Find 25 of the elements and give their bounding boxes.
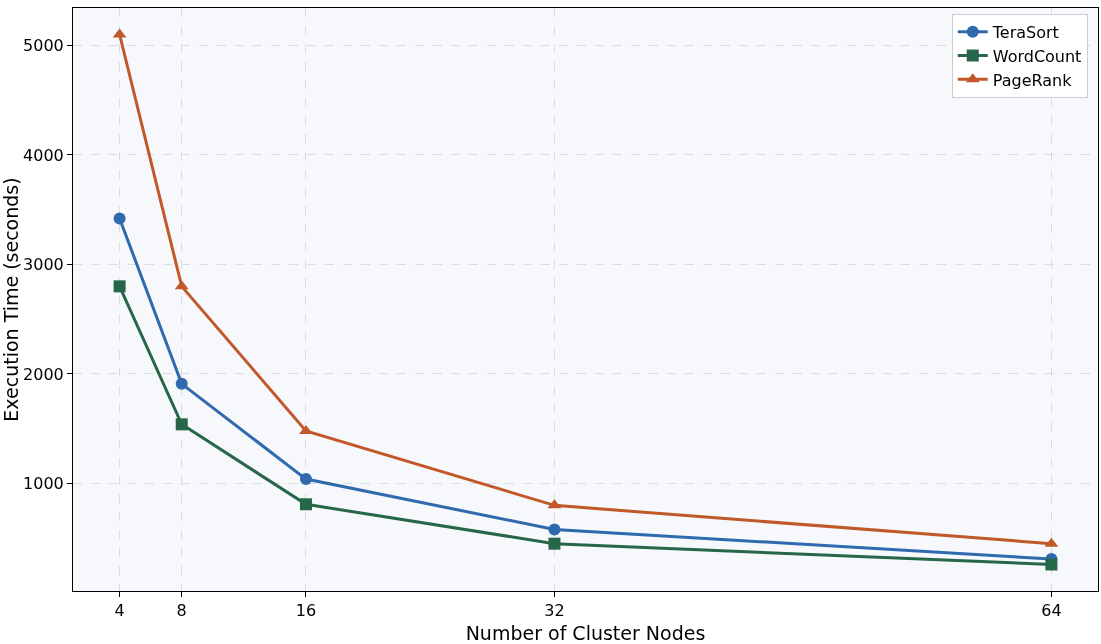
legend-label: TeraSort (991, 22, 1059, 42)
y-tick-label: 1000 (23, 474, 64, 494)
point (175, 377, 188, 390)
y-tick-label: 3000 (23, 255, 64, 275)
legend-label: PageRank (992, 70, 1073, 90)
point (548, 537, 561, 550)
x-axis-title: Number of Cluster Nodes (465, 622, 706, 644)
x-tick-label: 64 (1041, 601, 1062, 621)
point (113, 212, 126, 225)
x-tick-label: 4 (114, 601, 125, 621)
point (299, 473, 312, 486)
point (113, 280, 126, 293)
y-tick-label: 2000 (23, 364, 64, 384)
x-tick-label: 32 (544, 601, 565, 621)
point (299, 424, 313, 434)
point (299, 498, 312, 511)
x-tick-label: 8 (176, 601, 187, 621)
point (1045, 558, 1058, 571)
y-tick-label: 4000 (23, 145, 64, 165)
legend-label: WordCount (992, 46, 1082, 66)
y-axis-title: Execution Time (seconds) (0, 177, 22, 422)
point (548, 523, 561, 536)
y-tick-label: 5000 (23, 36, 64, 56)
point (175, 418, 188, 431)
x-tick-label: 16 (295, 601, 317, 621)
